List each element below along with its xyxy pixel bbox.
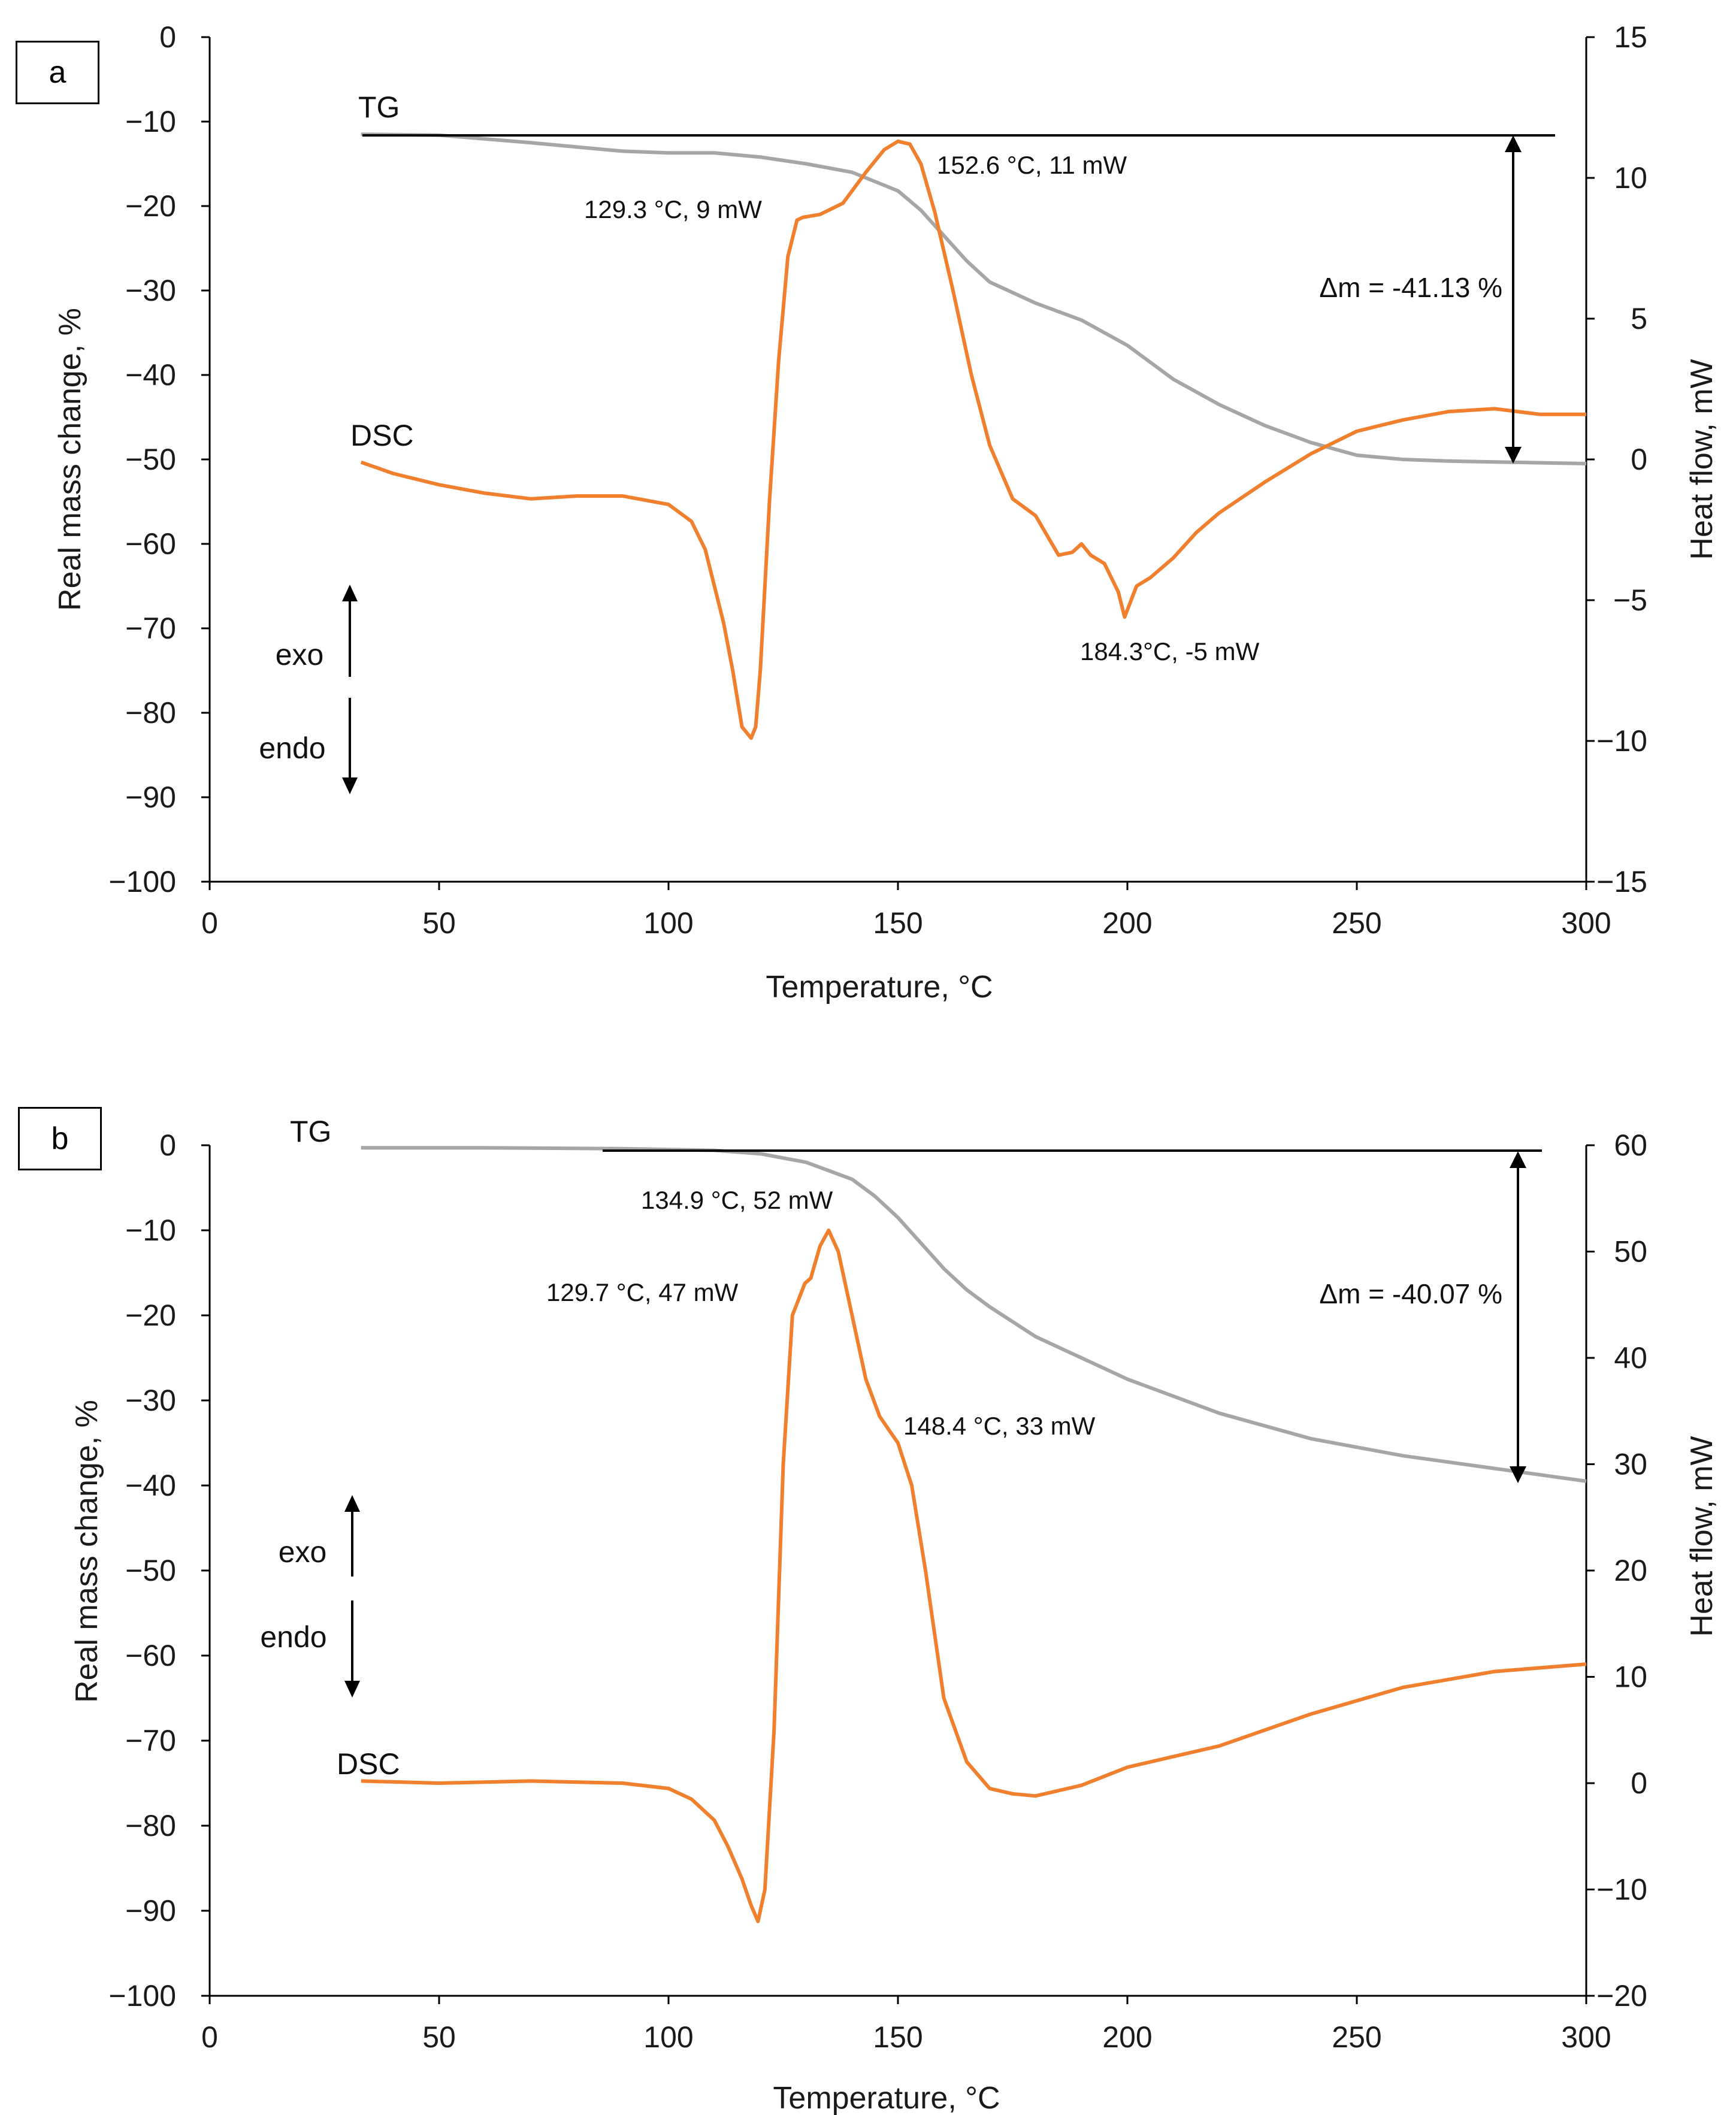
delta-m-label: Δm = -40.07 % [1319, 1278, 1502, 1309]
y-right-tick-label: −10 [1596, 1873, 1647, 1907]
y-right-tick-label: 30 [1614, 1448, 1647, 1481]
y-left-tick-label: −30 [125, 1384, 176, 1417]
y-left-axis-title: Real mass change, % [69, 1400, 104, 1703]
x-tick-label: 50 [422, 906, 456, 940]
peak-annotation: 129.7 °C, 47 mW [546, 1278, 739, 1306]
y-left-tick-label: −40 [125, 358, 176, 392]
exo-arrow-head [344, 1495, 360, 1512]
x-tick-label: 100 [643, 906, 693, 940]
y-left-tick-label: −10 [125, 1214, 176, 1247]
y-left-tick-label: −60 [125, 527, 176, 561]
y-right-tick-label: 15 [1614, 20, 1647, 54]
y-right-tick-label: 0 [1631, 1766, 1647, 1800]
y-left-tick-label: −70 [125, 1724, 176, 1757]
dsc-series-line [361, 1229, 1587, 1923]
y-left-tick-label: −50 [125, 1554, 176, 1587]
x-tick-label: 250 [1332, 906, 1381, 940]
y-right-tick-label: 20 [1614, 1554, 1647, 1587]
x-tick-label: 150 [873, 906, 923, 940]
y-left-tick-label: 0 [159, 20, 176, 54]
tick-labels: 0 50 100 150 200 250 3000−10−20−30−40−50−60−70… [108, 1128, 1647, 2054]
y-right-tick-label: 40 [1614, 1341, 1647, 1375]
y-right-tick-label: 10 [1614, 1660, 1647, 1694]
exo-arrow-head [342, 585, 358, 601]
tg-label: TG [358, 90, 400, 124]
x-tick-label: 300 [1561, 906, 1611, 940]
y-right-tick-label: −10 [1596, 724, 1647, 758]
peak-annotation: 129.3 °C, 9 mW [584, 195, 762, 223]
y-right-axis-title: Heat flow, mW [1684, 1436, 1719, 1636]
endo-label: endo [259, 731, 325, 765]
x-axis-title: Temperature, °C [766, 970, 993, 1004]
y-left-tick-label: −30 [125, 274, 176, 307]
y-left-tick-label: −20 [125, 189, 176, 223]
x-tick-label: 100 [643, 2020, 693, 2054]
y-left-tick-label: −90 [125, 780, 176, 814]
endo-arrow-head [342, 777, 358, 794]
endo-label: endo [260, 1620, 326, 1654]
y-left-tick-label: −100 [108, 865, 176, 898]
peak-annotation: 134.9 °C, 52 mW [641, 1186, 833, 1214]
x-tick-label: 200 [1102, 2020, 1152, 2054]
delta-m-arrow-head-down [1510, 1466, 1526, 1483]
x-tick-label: 50 [422, 2020, 456, 2054]
tg-series-line [361, 132, 1587, 465]
tick-marks [201, 1144, 1595, 2004]
panel-a: 0 50 100 150 200 250 300 0 −10 −20 −30 −40 −50 −60 −70… [0, 0, 1736, 1030]
y-left-tick-label: −80 [125, 696, 176, 730]
tick-marks [201, 36, 1595, 890]
y-left-axis-title: Real mass change, % [53, 308, 87, 611]
panel-letter: b [18, 1107, 102, 1170]
peak-annotation: 152.6 °C, 11 mW [937, 151, 1127, 179]
chart-b-svg: 0 50 100 150 200 250 3000−10−20−30−40−50−60−70… [69, 1115, 1719, 2115]
x-axis-title: Temperature, °C [773, 2081, 1000, 2115]
y-left-tick-label: −50 [125, 443, 176, 476]
y-right-tick-label: −5 [1613, 583, 1647, 617]
x-tick-label: 200 [1102, 906, 1152, 940]
y-left-tick-label: −60 [125, 1639, 176, 1672]
x-tick-label: 0 [201, 2020, 218, 2054]
peak-annotation: 148.4 °C, 33 mW [903, 1412, 1096, 1440]
y-left-tick-label: −90 [125, 1894, 176, 1928]
y-left-tick-label: 0 [159, 1128, 176, 1162]
y-left-tick-label: −40 [125, 1469, 176, 1502]
peak-annotation: 184.3°C, -5 mW [1080, 637, 1260, 665]
x-tick-label: 300 [1561, 2020, 1611, 2054]
y-left-tick-label: −70 [125, 612, 176, 645]
dsc-series-line [360, 139, 1586, 740]
y-left-tick-label: −10 [125, 105, 176, 138]
exo-label: exo [276, 638, 324, 671]
y-right-tick-label: 0 [1631, 443, 1647, 476]
x-tick-label: 0 [201, 906, 218, 940]
y-left-tick-label: −80 [125, 1809, 176, 1842]
x-tick-label: 250 [1332, 2020, 1381, 2054]
y-right-tick-label: 10 [1614, 161, 1647, 195]
delta-m-arrow-head-down [1505, 447, 1522, 464]
dsc-label: DSC [337, 1747, 400, 1781]
y-right-axis-title: Heat flow, mW [1684, 359, 1719, 559]
tick-labels: 0 50 100 150 200 250 3000−10−20−30−40−50−60−70… [108, 20, 1647, 940]
exo-label: exo [279, 1535, 327, 1569]
panel-b: 0 50 100 150 200 250 300 0 −10 −20 −30 −40 −50 −60 −70… [0, 1090, 1736, 2115]
y-right-tick-label: 60 [1614, 1128, 1647, 1162]
y-left-tick-label: −20 [125, 1299, 176, 1332]
y-left-tick-label: −100 [108, 1979, 176, 2013]
y-right-tick-label: −20 [1596, 1979, 1647, 2013]
y-right-tick-label: 50 [1614, 1235, 1647, 1269]
panel-letter: a [16, 41, 99, 104]
y-right-tick-label: 5 [1631, 302, 1647, 335]
chart-a-svg: 0 50 100 150 200 250 3000−10−20−30−40−50−60−70… [53, 20, 1719, 1004]
delta-m-arrow-head-up [1505, 135, 1522, 152]
y-right-tick-label: −15 [1596, 865, 1647, 898]
endo-arrow-head [344, 1681, 360, 1698]
delta-m-label: Δm = -41.13 % [1319, 272, 1502, 303]
x-tick-label: 150 [873, 2020, 923, 2054]
delta-m-arrow-head-up [1510, 1151, 1526, 1168]
tg-label: TG [290, 1115, 331, 1148]
dsc-label: DSC [350, 419, 414, 452]
